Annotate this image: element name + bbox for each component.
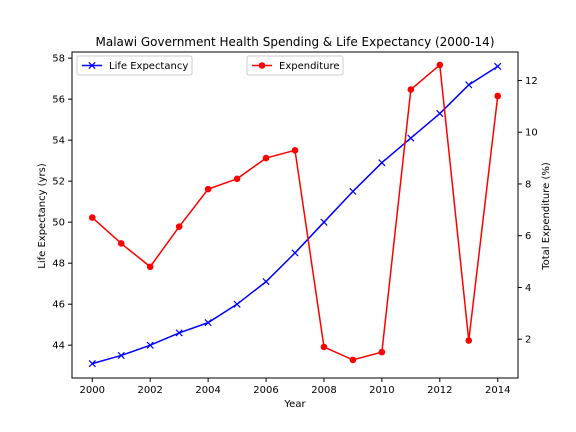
legend-box [246, 55, 344, 76]
left-y-axis-label: Life Expectancy (yrs) [37, 163, 48, 269]
x-marker-stroke [175, 329, 183, 337]
life-expectancy-point [320, 218, 328, 226]
x-marker-stroke [349, 187, 357, 196]
x-marker-stroke [146, 341, 154, 349]
life-expectancy-point [117, 351, 125, 360]
right-y-tick-label: 8 [525, 179, 531, 190]
right-y-tick-label: 2 [525, 335, 531, 346]
left-y-tick-label: 46 [52, 300, 65, 311]
x-tick-label: 2006 [253, 385, 278, 396]
x-axis-label: Year [283, 399, 306, 410]
legend-label: Expenditure [279, 61, 340, 72]
x-tick-label: 2014 [485, 385, 510, 396]
life-expectancy-point [262, 278, 270, 286]
legend-marker [258, 62, 266, 69]
right-y-tick-label: 4 [525, 283, 531, 294]
x-marker-stroke [378, 159, 386, 167]
expenditure-point [146, 263, 154, 271]
x-marker-stroke [262, 278, 270, 286]
x-marker-stroke [233, 300, 241, 308]
legend-marker [88, 61, 96, 70]
expenditure-point [262, 154, 270, 162]
expenditure-point [175, 223, 183, 230]
x-marker-stroke [204, 319, 212, 327]
x-marker-stroke [88, 360, 96, 368]
life-expectancy-point [349, 187, 357, 196]
life-expectancy-point [88, 360, 96, 368]
expenditure-point [378, 348, 386, 356]
right-y-axis-label: Total Expenditure (%) [541, 162, 552, 271]
left-y-tick-label: 50 [52, 218, 65, 229]
x-marker-stroke [465, 81, 473, 89]
x-marker-stroke [320, 218, 328, 226]
life-expectancy-point [233, 300, 241, 308]
x-marker-stroke [436, 109, 444, 118]
life-expectancy-point [204, 319, 212, 327]
life-expectancy-point [291, 249, 299, 257]
left-y-tick-label: 52 [52, 177, 65, 188]
life-expectancy-legend: Life Expectancy [76, 55, 193, 76]
left-y-tick-label: 44 [52, 341, 65, 352]
expenditure-point [291, 147, 299, 154]
x-marker-stroke [117, 351, 125, 360]
chart-title: Malawi Government Health Spending & Life… [95, 35, 494, 49]
x-tick-label: 2012 [427, 385, 452, 396]
life-expectancy-point [494, 62, 502, 70]
x-tick-label: 2004 [195, 385, 220, 396]
plot-frame [71, 51, 519, 379]
left-y-tick-label: 58 [52, 54, 65, 65]
right-y-tick-label: 6 [525, 231, 531, 242]
life-expectancy-point [378, 159, 386, 167]
right-y-tick-label: 10 [525, 128, 538, 139]
expenditure-point [117, 240, 125, 247]
expenditure-point [88, 214, 96, 221]
expenditure-line [91, 63, 499, 361]
expenditure-point [204, 185, 212, 193]
plot-area: 2000 2002 2004 2006 2008 2010 2012 201444464850… [52, 54, 537, 396]
expenditure-point [233, 175, 241, 183]
expenditure-point [349, 356, 357, 364]
x-tick-label: 2008 [311, 385, 336, 396]
expenditure-legend: Expenditure [246, 55, 344, 76]
right-y-tick-label: 12 [525, 76, 538, 87]
life-expectancy-point [175, 329, 183, 337]
expenditure-point [494, 92, 502, 100]
x-marker-stroke [407, 134, 415, 142]
x-tick-label: 2000 [80, 385, 105, 396]
expenditure-point [436, 61, 444, 69]
life-expectancy-point [465, 81, 473, 89]
x-marker-stroke [494, 62, 502, 70]
x-marker-stroke [291, 249, 299, 257]
expenditure-point [407, 86, 415, 93]
x-tick-label: 2010 [369, 385, 394, 396]
left-y-tick-label: 48 [52, 259, 65, 270]
life-expectancy-point [436, 109, 444, 118]
legend-box [76, 55, 193, 76]
life-expectancy-point [146, 341, 154, 349]
expenditure-point [320, 343, 328, 351]
legend-label: Life Expectancy [109, 61, 188, 72]
life-expectancy-point [407, 134, 415, 142]
expenditure-point [465, 337, 473, 344]
left-y-tick-label: 56 [52, 95, 65, 106]
left-y-tick-label: 54 [52, 136, 65, 147]
legend-group: Life Expectancy Expenditure [76, 55, 344, 76]
x-tick-label: 2002 [137, 385, 162, 396]
